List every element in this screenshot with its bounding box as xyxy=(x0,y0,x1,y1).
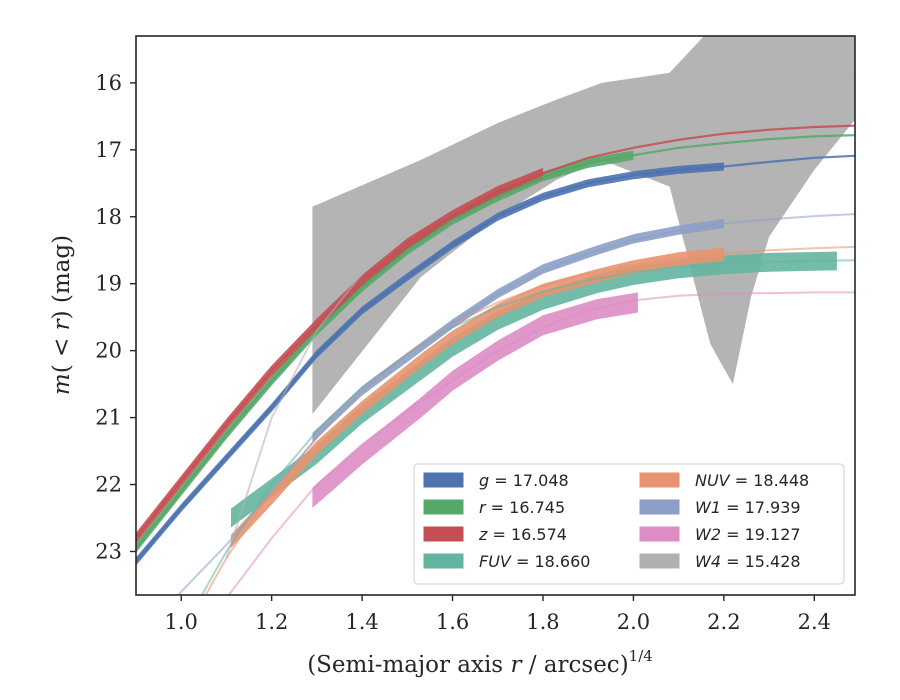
curve-z xyxy=(136,124,855,539)
x-axis-label: (Semi-major axis r / arcsec)1/4 xyxy=(307,647,653,678)
y-axis-label-m: m xyxy=(49,373,75,395)
x-axis-label-var: r xyxy=(510,652,523,678)
legend-swatch-z xyxy=(423,526,464,542)
band-w2 xyxy=(312,292,638,508)
legend-label-nuv: NUV = 18.448 xyxy=(695,471,809,490)
legend-swatch-w2 xyxy=(639,526,680,542)
y-axis-label-open: ( xyxy=(49,364,75,373)
curve-fuv xyxy=(200,259,855,595)
legend-label-w1: W1 = 17.939 xyxy=(695,498,801,517)
x-tick-label: 1.2 xyxy=(255,610,288,634)
y-tick-label: 18 xyxy=(95,205,122,229)
y-axis-label-r: r xyxy=(49,317,75,330)
legend-label-g: g = 17.048 xyxy=(479,471,569,490)
legend-swatch-w1 xyxy=(639,499,680,515)
plot-frame xyxy=(135,35,856,596)
y-axis-label: m( < r) (mag) xyxy=(49,235,75,395)
band-w4 xyxy=(312,36,855,415)
y-axis: 16 17 18 19 20 21 22 23 xyxy=(95,71,136,563)
curve-w4 xyxy=(225,75,855,559)
x-tick-label: 1.4 xyxy=(345,610,378,634)
x-tick-label: 1.8 xyxy=(526,610,559,634)
y-tick-label: 20 xyxy=(95,339,122,363)
legend-label-w2: W2 = 19.127 xyxy=(695,525,801,544)
data-layer xyxy=(136,36,855,595)
y-tick-label: 16 xyxy=(95,71,122,95)
curve-w2 xyxy=(227,291,855,595)
y-axis-label-unit: (mag) xyxy=(49,235,75,311)
legend-label-z: z = 16.574 xyxy=(478,525,567,544)
y-tick-label: 17 xyxy=(95,138,122,162)
y-tick-label: 21 xyxy=(95,406,122,430)
x-tick-label: 2.4 xyxy=(798,610,831,634)
curve-w1 xyxy=(177,213,855,595)
x-tick-label: 2.2 xyxy=(707,610,740,634)
y-tick-label: 19 xyxy=(95,272,122,296)
legend-swatch-fuv xyxy=(423,553,464,569)
legend-swatch-nuv xyxy=(639,472,680,488)
legend-swatch-w4 xyxy=(639,553,680,569)
band-fuv xyxy=(231,251,837,528)
y-axis-label-lt: < xyxy=(49,330,75,364)
x-tick-label: 1.6 xyxy=(436,610,469,634)
y-tick-label: 22 xyxy=(95,473,122,497)
legend-label-r: r = 16.745 xyxy=(479,498,565,517)
x-axis-label-before: (Semi-major axis xyxy=(307,652,510,678)
curve-g xyxy=(136,154,855,563)
x-axis-label-after: / arcsec) xyxy=(521,652,628,678)
x-axis: 1.0 1.2 1.4 1.6 1.8 2.0 2.2 2.4 xyxy=(165,595,831,634)
legend-swatch-r xyxy=(423,499,464,515)
legend-label-w4: W4 = 15.428 xyxy=(695,552,801,571)
x-tick-label: 2.0 xyxy=(617,610,650,634)
legend-swatch-g xyxy=(423,472,464,488)
x-tick-label: 1.0 xyxy=(165,610,198,634)
curve-r xyxy=(136,134,855,549)
legend: g = 17.048 r = 16.745 z = 16.574 FUV = 18.6… xyxy=(413,463,845,585)
x-axis-label-sup: 1/4 xyxy=(629,647,653,665)
legend-box xyxy=(413,463,845,585)
y-axis-label-close: ) xyxy=(49,310,75,319)
legend-label-fuv: FUV = 18.660 xyxy=(479,552,590,571)
y-tick-label: 23 xyxy=(95,539,122,563)
